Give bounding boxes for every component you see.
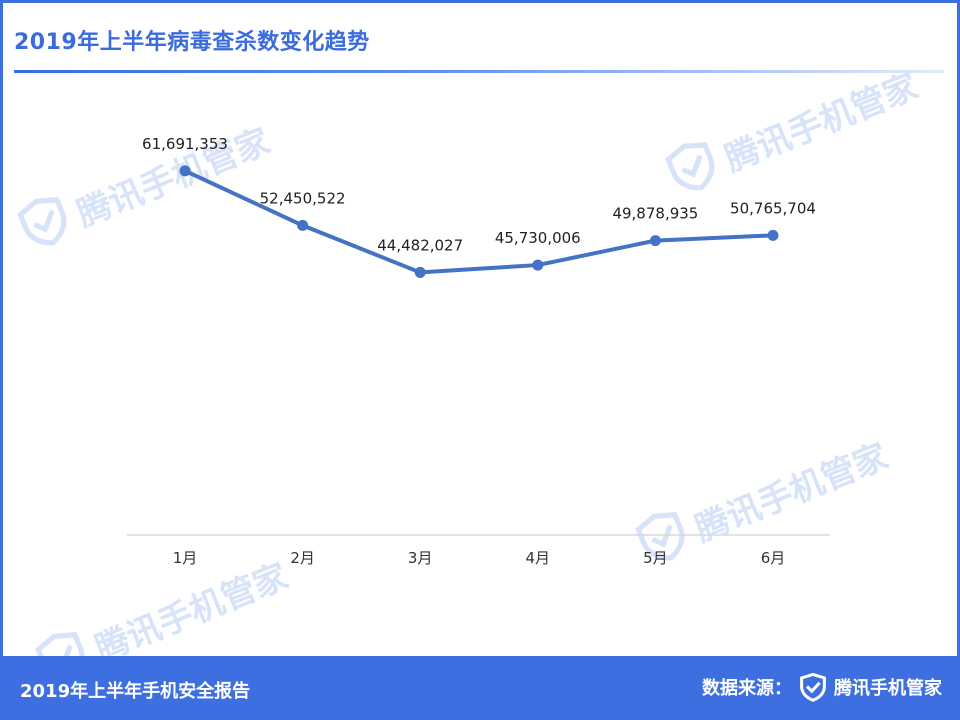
data-point: [297, 219, 309, 231]
data-point: [414, 266, 426, 278]
series-line: [183, 168, 775, 275]
x-tick-label: 5月: [643, 549, 668, 567]
data-label: 50,765,704: [730, 199, 816, 217]
data-point: [532, 259, 544, 271]
line-chart: 61,691,353 1月 52,450,522 2月 44,482,027 3月 45,7…: [127, 135, 830, 567]
data-label: 52,450,522: [260, 189, 346, 207]
data-label: 45,730,006: [495, 229, 581, 247]
shield-check-icon: [11, 188, 82, 264]
x-tick-label: 6月: [761, 549, 786, 567]
watermark: 腾讯手机管家: [659, 53, 927, 208]
footer-report-title: 2019年上半年手机安全报告: [20, 681, 251, 702]
shield-check-icon: [659, 133, 730, 209]
page-title: 2019年上半年病毒查杀数变化趋势: [14, 30, 370, 55]
x-tick-label: 3月: [408, 549, 433, 567]
shield-check-icon: [629, 503, 700, 579]
data-label: 44,482,027: [377, 236, 463, 254]
data-point: [179, 165, 191, 177]
brand-name: 腾讯手机管家: [834, 678, 942, 699]
watermark: 腾讯手机管家: [629, 423, 897, 578]
watermark: 腾讯手机管家: [11, 108, 279, 263]
data-point: [649, 235, 661, 247]
x-tick-label: 2月: [290, 549, 315, 567]
shield-check-icon: [798, 672, 828, 702]
data-point: [767, 229, 779, 241]
data-label: 49,878,935: [612, 205, 698, 223]
footer-bar: 2019年上半年手机安全报告 数据来源： 腾讯手机管家: [0, 656, 960, 720]
data-label: 61,691,353: [142, 135, 228, 153]
x-tick-label: 1月: [173, 549, 198, 567]
data-source: 数据来源： 腾讯手机管家: [702, 672, 942, 702]
title-underline: [14, 70, 944, 73]
x-tick-label: 4月: [526, 549, 551, 567]
source-label: 数据来源：: [702, 678, 792, 699]
